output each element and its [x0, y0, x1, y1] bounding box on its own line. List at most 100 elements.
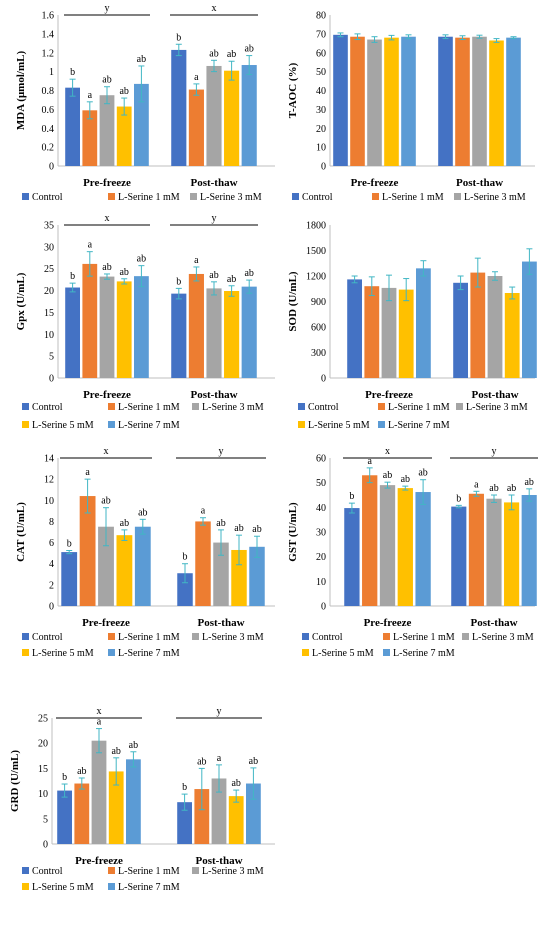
- legend-entry: L-Serine 1 mM: [118, 866, 180, 877]
- y-tick-label: 30: [316, 105, 326, 116]
- significance-letter: b: [349, 491, 354, 502]
- y-tick-label: 20: [44, 286, 54, 297]
- bar-control-pre-freeze: [65, 87, 80, 166]
- legend-swatch: [192, 633, 199, 640]
- significance-letter: a: [88, 240, 93, 251]
- group-letter: y: [219, 446, 224, 457]
- significance-letter: ab: [120, 518, 129, 529]
- bar-l-serine-3-mm-post-thaw: [213, 542, 229, 606]
- legend-entry: L-Serine 3 mM: [202, 632, 264, 643]
- bar-control-pre-freeze: [57, 790, 72, 844]
- bar-control-pre-freeze: [65, 287, 80, 378]
- legend-swatch: [22, 193, 29, 200]
- bar-l-serine-1-mm-pre-freeze: [79, 496, 96, 606]
- y-tick-label: 10: [316, 577, 326, 588]
- y-tick-label: 0: [321, 602, 326, 613]
- legend-entry: Control: [308, 402, 339, 413]
- bar-control-pre-freeze: [347, 279, 362, 378]
- significance-letter: b: [70, 271, 75, 282]
- significance-letter: ab: [252, 524, 261, 535]
- y-tick-label: 10: [44, 330, 54, 341]
- legend-entry: L-Serine 1 mM: [388, 402, 450, 413]
- significance-letter: ab: [227, 274, 236, 285]
- y-tick-label: 4: [49, 559, 54, 570]
- bar-l-serine-5-mm-pre-freeze: [116, 535, 133, 606]
- significance-letter: ab: [197, 756, 206, 767]
- category-label: Post-thaw: [470, 617, 517, 629]
- legend-entry: L-Serine 5 mM: [32, 420, 94, 431]
- significance-letter: ab: [129, 740, 138, 751]
- y-tick-label: 0.4: [42, 124, 55, 135]
- legend-entry: L-Serine 5 mM: [32, 882, 94, 893]
- legend-swatch: [298, 403, 305, 410]
- group-letter: y: [105, 3, 110, 14]
- legend-swatch: [22, 867, 29, 874]
- bar-control-pre-freeze: [61, 552, 78, 606]
- bar-l-serine-3-mm-pre-freeze: [91, 740, 107, 844]
- category-label: Pre-freeze: [83, 389, 131, 401]
- y-tick-label: 80: [316, 11, 326, 22]
- bar-l-serine-5-mm-post-thaw: [224, 291, 240, 378]
- bar-l-serine-5-mm-post-thaw: [228, 796, 244, 844]
- legend-swatch: [378, 421, 385, 428]
- legend-entry: L-Serine 5 mM: [308, 420, 370, 431]
- y-axis-title: T-AOC (%): [287, 62, 299, 118]
- significance-letter: ab: [102, 75, 111, 86]
- bar-l-serine-7-mm-pre-freeze: [134, 526, 151, 606]
- significance-letter: b: [456, 493, 461, 504]
- bar-l-serine-7-mm-pre-freeze: [134, 83, 149, 166]
- legend-swatch: [22, 403, 29, 410]
- y-tick-label: 1.2: [42, 48, 55, 59]
- legend-entry: L-Serine 1 mM: [393, 632, 455, 643]
- significance-letter: ab: [524, 477, 533, 488]
- significance-letter: a: [194, 255, 199, 266]
- legend-swatch: [302, 633, 309, 640]
- legend-swatch: [108, 421, 115, 428]
- y-tick-label: 70: [316, 29, 326, 40]
- y-tick-label: 20: [316, 124, 326, 135]
- legend-entry: L-Serine 3 mM: [466, 402, 528, 413]
- y-tick-label: 2: [49, 580, 54, 591]
- significance-letter: b: [70, 67, 75, 78]
- legend-swatch: [298, 421, 305, 428]
- y-tick-label: 25: [44, 264, 54, 275]
- category-label: Post-thaw: [197, 617, 244, 629]
- legend-entry: Control: [32, 192, 63, 203]
- category-label: Pre-freeze: [82, 617, 130, 629]
- significance-letter: ab: [101, 496, 110, 507]
- bar-l-serine-5-mm-pre-freeze: [108, 771, 124, 844]
- bar-l-serine-5-mm-post-thaw: [504, 502, 520, 606]
- legend-swatch: [108, 193, 115, 200]
- significance-letter: ab: [383, 470, 392, 481]
- significance-letter: a: [201, 506, 206, 517]
- bar-l-serine-7-mm-pre-freeze: [415, 492, 431, 606]
- y-tick-label: 1500: [306, 246, 326, 257]
- bar-l-serine-3-mm-pre-freeze: [381, 287, 397, 378]
- y-tick-label: 15: [38, 764, 48, 775]
- chart-panel-4: 0 300 600 900 1200 1500 1800 SOD (U/mL) Pre-free…: [287, 221, 537, 431]
- y-tick-label: 14: [44, 454, 54, 465]
- y-tick-label: 10: [44, 496, 54, 507]
- bar-l-serine-5-mm-pre-freeze: [116, 106, 132, 166]
- legend-entry: L-Serine 7 mM: [118, 648, 180, 659]
- y-axis-title: CAT (U/mL): [15, 502, 27, 562]
- category-label: Pre-freeze: [365, 389, 413, 401]
- legend-entry: L-Serine 1 mM: [118, 402, 180, 413]
- y-tick-label: 0: [321, 374, 326, 385]
- legend-entry: L-Serine 3 mM: [202, 402, 264, 413]
- significance-letter: ab: [227, 49, 236, 60]
- y-axis-title: GST (U/mL): [287, 502, 299, 562]
- significance-letter: ab: [137, 54, 146, 65]
- bar-l-serine-7-mm-post-thaw: [506, 37, 521, 167]
- significance-letter: a: [88, 90, 93, 101]
- bar-control-post-thaw: [177, 573, 193, 606]
- legend-swatch: [22, 883, 29, 890]
- significance-letter: b: [67, 539, 72, 550]
- y-tick-label: 6: [49, 538, 54, 549]
- legend-swatch: [292, 193, 299, 200]
- y-tick-label: 1.6: [42, 11, 55, 22]
- bar-l-serine-1-mm-post-thaw: [188, 273, 204, 378]
